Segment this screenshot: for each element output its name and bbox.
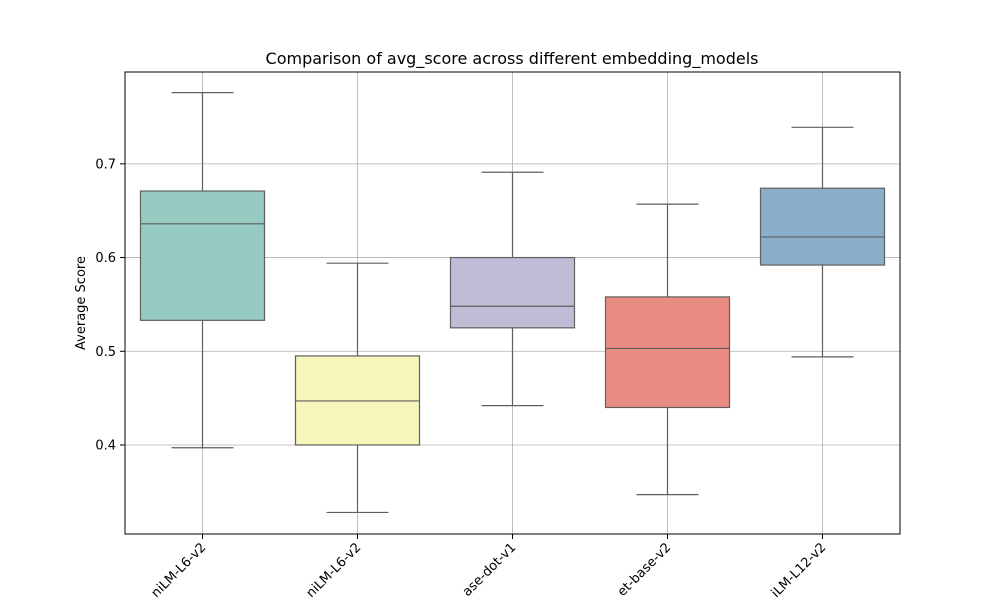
box xyxy=(139,190,266,321)
x-tick-label: iLM-L12-v2 xyxy=(769,540,830,600)
box xyxy=(604,296,731,409)
chart-title: Comparison of avg_score across different… xyxy=(266,49,759,69)
box xyxy=(449,256,576,329)
y-tick-label: 0.4 xyxy=(95,438,116,453)
y-tick-label: 0.5 xyxy=(95,345,116,360)
box xyxy=(759,187,886,266)
y-tick-label: 0.6 xyxy=(95,251,116,266)
x-tick-label: ase-dot-v1 xyxy=(460,540,519,599)
y-axis-label: Average Score xyxy=(74,256,89,350)
x-tick-label: niLM-L6-v2 xyxy=(149,540,210,600)
plot-area: 0.4 0.5 0.6 0.7 niLM-L6-v2 niLM-L6-v2 ase-dot-… xyxy=(95,71,901,600)
x-tick-label: et-base-v2 xyxy=(615,540,674,599)
y-tick-label: 0.7 xyxy=(95,157,116,172)
x-tick-label: niLM-L6-v2 xyxy=(304,540,365,600)
